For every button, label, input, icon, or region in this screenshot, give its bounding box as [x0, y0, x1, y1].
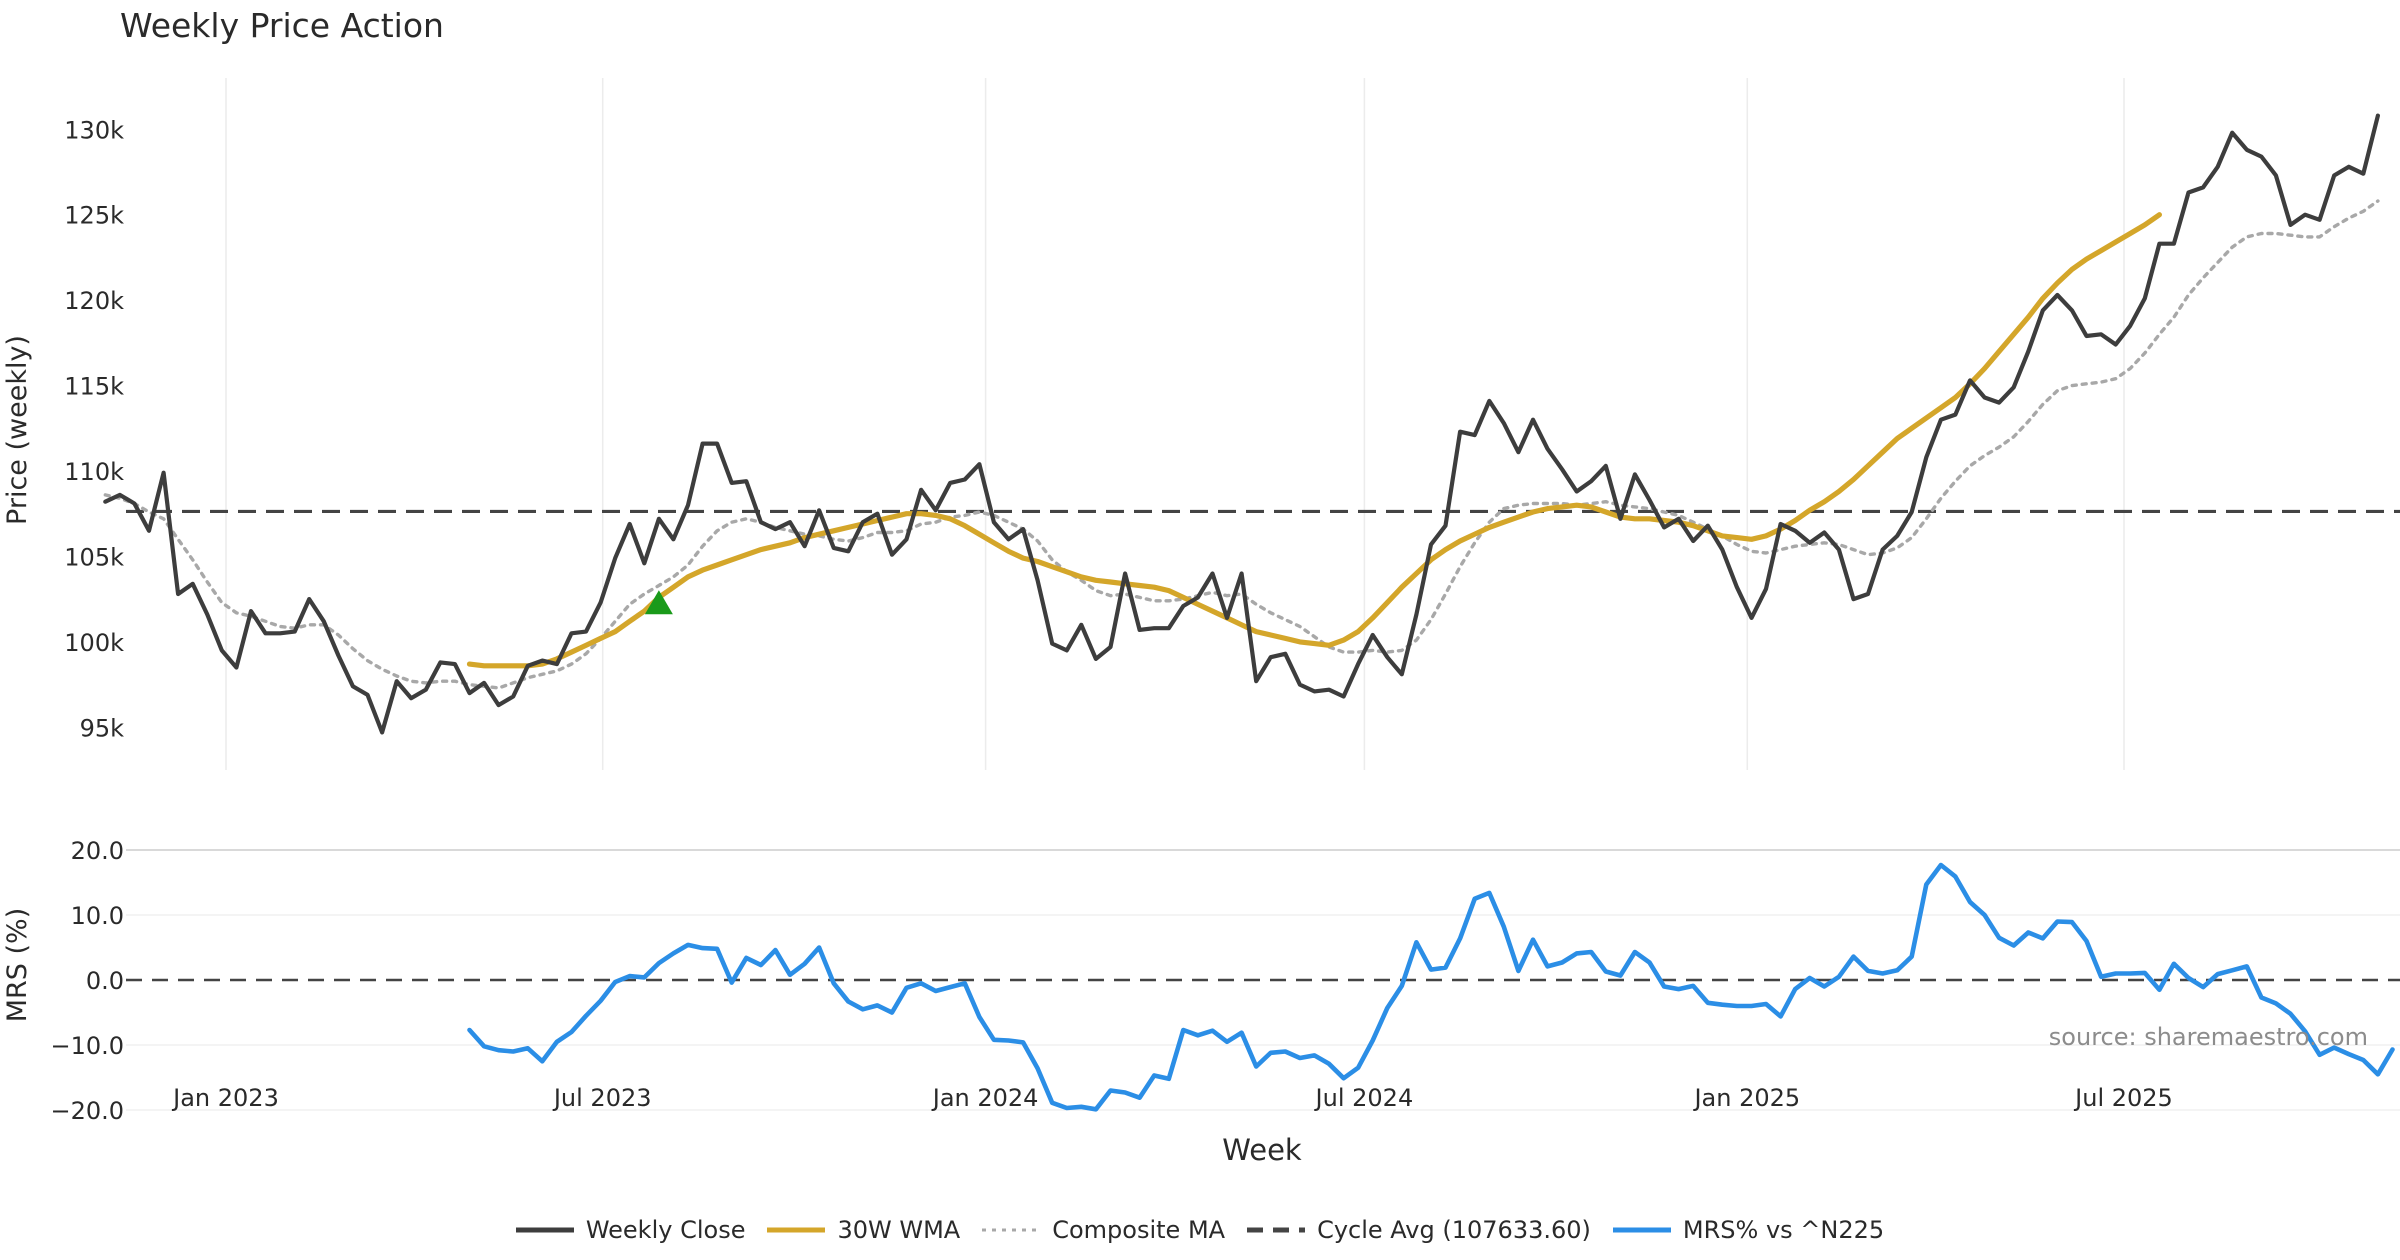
- legend-swatch: [1612, 1227, 1671, 1233]
- legend-swatch: [767, 1227, 826, 1233]
- mrs-tick-label: 10.0: [71, 902, 124, 930]
- legend-label: 30W WMA: [837, 1216, 961, 1244]
- legend-label: Weekly Close: [585, 1216, 746, 1244]
- x-tick-label: Jul 2023: [552, 1084, 652, 1112]
- x-tick-label: Jul 2025: [2073, 1084, 2173, 1112]
- source-note: source: sharemaestro.com: [2049, 1023, 2368, 1051]
- mrs-tick-label: −20.0: [50, 1097, 124, 1125]
- x-tick-label: Jan 2023: [171, 1084, 279, 1112]
- price-tick-label: 115k: [64, 373, 124, 401]
- legend-item: 30W WMA: [767, 1216, 960, 1244]
- mrs-panel: 20.0 10.0 0.0 −10.0 −20.0: [50, 837, 2400, 1125]
- chart-title: Weekly Price Action: [120, 6, 444, 45]
- mrs-tick-label: 0.0: [86, 967, 124, 995]
- price-tick-label: 125k: [64, 202, 124, 230]
- legend-label: Cycle Avg (107633.60): [1317, 1216, 1591, 1244]
- x-axis-label: Week: [1222, 1133, 1302, 1167]
- mrs-axis-label: MRS (%): [2, 908, 33, 1023]
- price-axis-label: Price (weekly): [2, 335, 33, 525]
- chart-svg: 95k 100k 105k 110k 115k 120k 125k 130k 20.0 10.0…: [2, 78, 2400, 1167]
- wma-30w-line: [466, 212, 2162, 669]
- weekly-close-line: [103, 113, 2380, 735]
- legend-item: Composite MA: [982, 1216, 1225, 1244]
- legend-swatch: [982, 1228, 1041, 1232]
- legend-item: Weekly Close: [515, 1216, 746, 1244]
- legend-item: MRS% vs ^N225: [1612, 1216, 1885, 1244]
- composite-ma-line: [103, 199, 2380, 690]
- price-tick-label: 95k: [80, 714, 125, 742]
- mrs-tick-label: −10.0: [50, 1032, 124, 1060]
- x-axis: Jan 2023 Jul 2023 Jan 2024 Jul 2024 Jan 2025…: [171, 1084, 2173, 1112]
- legend: Weekly Close 30W WMA Composite MA Cycle Avg…: [0, 1210, 2400, 1250]
- price-tick-label: 120k: [64, 287, 124, 315]
- price-tick-label: 100k: [64, 629, 124, 657]
- price-tick-label: 110k: [64, 458, 124, 486]
- price-panel: 95k 100k 105k 110k 115k 120k 125k 130k: [64, 78, 2400, 770]
- legend-swatch: [1247, 1227, 1306, 1233]
- legend-swatch: [515, 1227, 574, 1233]
- price-tick-label: 105k: [64, 543, 124, 571]
- mrs-tick-label: 20.0: [71, 837, 124, 865]
- price-tick-label: 130k: [64, 116, 124, 144]
- x-tick-label: Jul 2024: [1314, 1084, 1414, 1112]
- buy-signal-marker: [644, 590, 673, 615]
- x-tick-label: Jan 2024: [931, 1084, 1039, 1112]
- mrs-line: [467, 862, 2395, 1112]
- legend-item: Cycle Avg (107633.60): [1247, 1216, 1591, 1244]
- legend-label: Composite MA: [1052, 1216, 1226, 1244]
- legend-label: MRS% vs ^N225: [1682, 1216, 1885, 1244]
- x-tick-label: Jan 2025: [1692, 1084, 1800, 1112]
